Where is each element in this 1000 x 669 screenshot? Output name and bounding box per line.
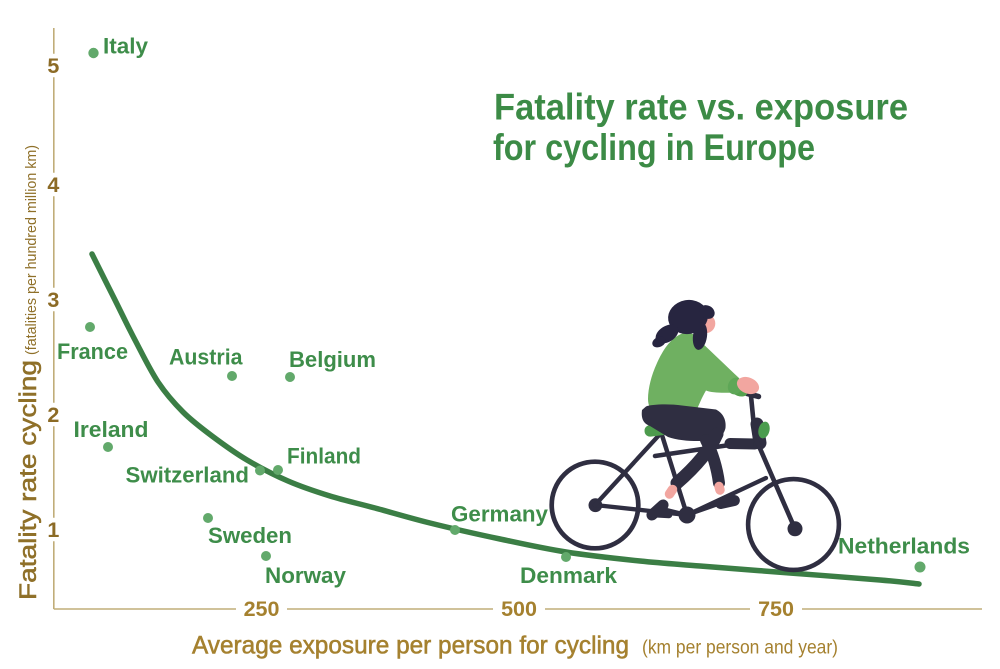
svg-text:Germany: Germany — [451, 502, 548, 527]
svg-text:1: 1 — [47, 518, 59, 542]
svg-text:(km per person and year): (km per person and year) — [642, 637, 838, 659]
svg-text:Austria: Austria — [169, 345, 243, 370]
svg-text:Norway: Norway — [265, 563, 346, 588]
svg-text:Fatality rate vs. exposure: Fatality rate vs. exposure — [494, 87, 908, 128]
svg-text:Denmark: Denmark — [520, 563, 617, 588]
svg-text:3: 3 — [47, 288, 59, 312]
svg-text:Netherlands: Netherlands — [838, 534, 970, 559]
svg-text:Average exposure per person fo: Average exposure per person for cycling — [192, 632, 629, 660]
svg-text:Italy: Italy — [103, 34, 148, 59]
svg-text:Sweden: Sweden — [208, 523, 292, 548]
svg-text:5: 5 — [47, 54, 59, 78]
svg-text:2: 2 — [47, 403, 59, 427]
svg-text:750: 750 — [758, 597, 794, 621]
svg-text:for cycling in Europe: for cycling in Europe — [493, 127, 815, 168]
svg-text:Belgium: Belgium — [289, 347, 376, 372]
svg-text:(fatalities per hundred millio: (fatalities per hundred million km) — [24, 145, 40, 355]
svg-text:Finland: Finland — [287, 444, 361, 469]
svg-text:4: 4 — [47, 173, 59, 197]
svg-text:Ireland: Ireland — [74, 417, 149, 442]
svg-text:250: 250 — [244, 597, 280, 621]
svg-text:500: 500 — [501, 597, 537, 621]
svg-text:Fatality rate cycling: Fatality rate cycling — [15, 360, 42, 600]
svg-text:France: France — [57, 339, 128, 364]
svg-text:Switzerland: Switzerland — [126, 463, 250, 488]
